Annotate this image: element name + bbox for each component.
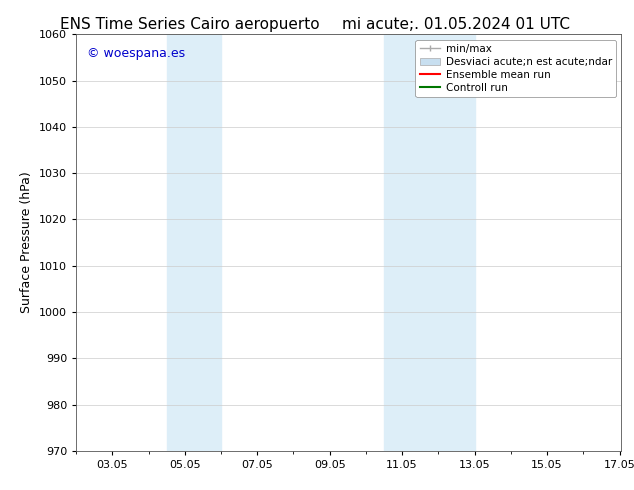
Y-axis label: Surface Pressure (hPa): Surface Pressure (hPa): [20, 172, 34, 314]
Text: © woespana.es: © woespana.es: [87, 47, 185, 60]
Text: mi acute;. 01.05.2024 01 UTC: mi acute;. 01.05.2024 01 UTC: [342, 17, 571, 32]
Bar: [384, 34, 475, 451]
Text: ENS Time Series Cairo aeropuerto: ENS Time Series Cairo aeropuerto: [60, 17, 320, 32]
Legend: min/max, Desviaci acute;n est acute;ndar, Ensemble mean run, Controll run: min/max, Desviaci acute;n est acute;ndar…: [415, 40, 616, 97]
Bar: [167, 34, 221, 451]
